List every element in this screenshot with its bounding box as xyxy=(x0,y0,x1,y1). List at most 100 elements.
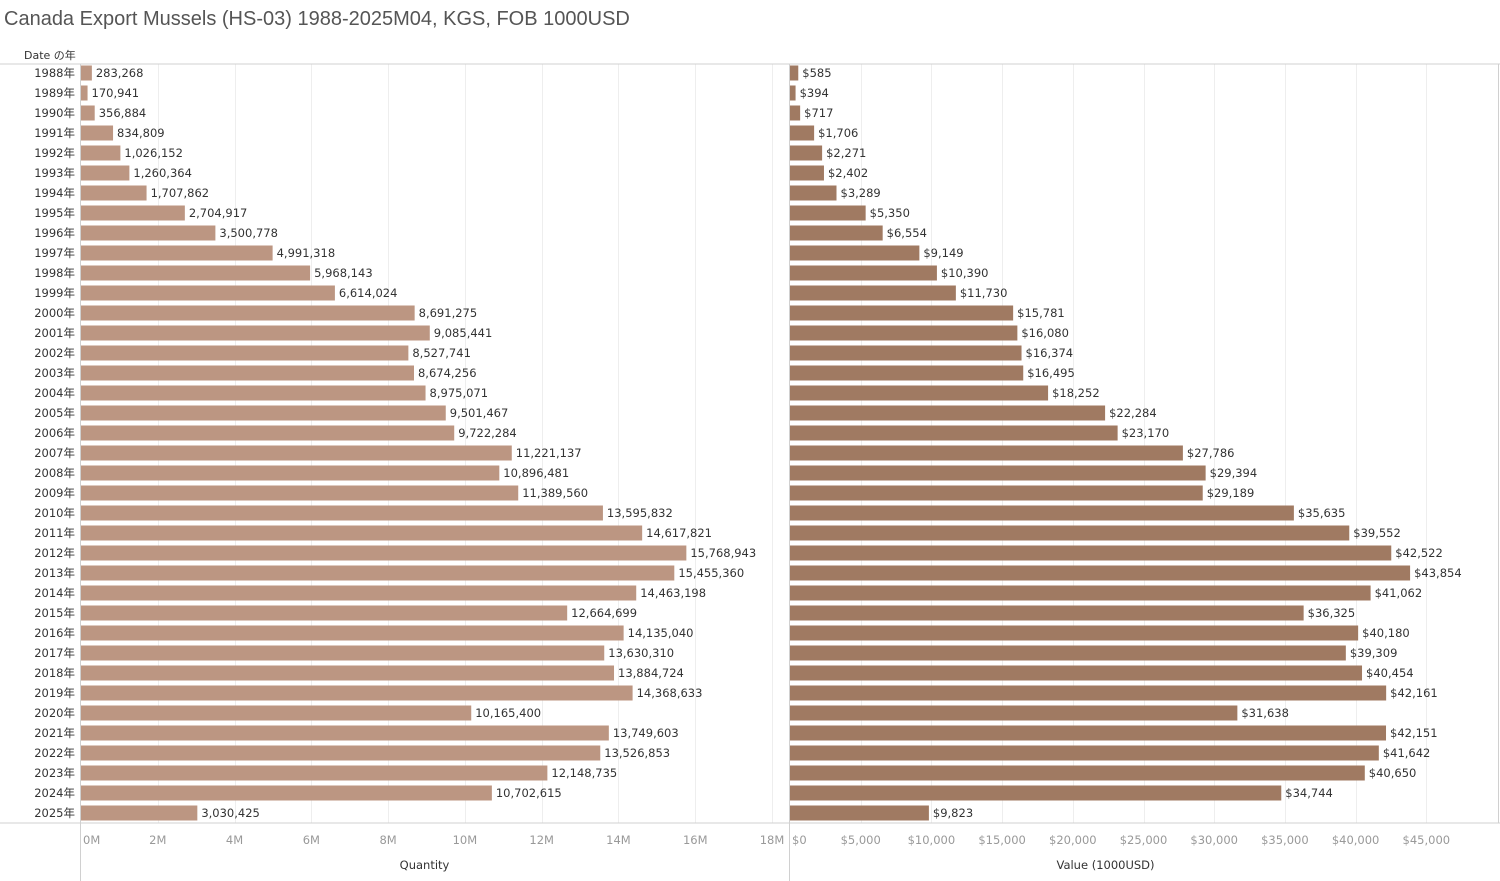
row-label-1994年: 1994年 xyxy=(34,186,75,200)
value-data-label-1999年: $11,730 xyxy=(960,286,1008,300)
quantity-data-label-2024年: 10,702,615 xyxy=(496,786,562,800)
value-data-label-2009年: $29,189 xyxy=(1207,486,1255,500)
row-header: Date の年 xyxy=(24,49,76,62)
quantity-data-label-2010年: 13,595,832 xyxy=(607,506,673,520)
quantity-data-label-2011年: 14,617,821 xyxy=(646,526,712,540)
value-data-label-1995年: $5,350 xyxy=(870,206,910,220)
row-label-2014年: 2014年 xyxy=(34,586,75,600)
value-bar-2008年 xyxy=(790,465,1206,481)
row-label-1988年: 1988年 xyxy=(34,66,75,80)
quantity-bar-2024年 xyxy=(81,785,492,801)
value-bar-2012年 xyxy=(790,545,1392,561)
quantity-data-label-1990年: 356,884 xyxy=(99,106,147,120)
row-label-2010年: 2010年 xyxy=(34,506,75,520)
quantity-bar-2012年 xyxy=(81,545,687,561)
row-label-1991年: 1991年 xyxy=(34,126,75,140)
quantity-bar-2005年 xyxy=(81,405,446,421)
quantity-data-label-1997年: 4,991,318 xyxy=(277,246,336,260)
quantity-bar-2023年 xyxy=(81,765,548,781)
quantity-data-label-2023年: 12,148,735 xyxy=(551,766,617,780)
value-data-label-2014年: $41,062 xyxy=(1375,586,1423,600)
row-label-2022年: 2022年 xyxy=(34,746,75,760)
value-data-label-2003年: $16,495 xyxy=(1027,366,1075,380)
bar-layer xyxy=(81,65,1411,821)
value-data-label-2013年: $43,854 xyxy=(1414,566,1462,580)
row-label-2000年: 2000年 xyxy=(34,306,75,320)
quantity-data-label-1994年: 1,707,862 xyxy=(151,186,210,200)
value-tick-label: $20,000 xyxy=(1049,833,1097,847)
value-tick-label: $45,000 xyxy=(1403,833,1451,847)
quantity-data-label-2004年: 8,975,071 xyxy=(430,386,489,400)
chart-title: Canada Export Mussels (HS-03) 1988-2025M… xyxy=(4,8,630,30)
value-bar-2003年 xyxy=(790,365,1024,381)
quantity-data-label-2015年: 12,664,699 xyxy=(571,606,637,620)
value-data-label-2010年: $35,635 xyxy=(1298,506,1346,520)
row-label-2023年: 2023年 xyxy=(34,766,75,780)
value-bar-1990年 xyxy=(790,105,801,121)
quantity-data-label-2012年: 15,768,943 xyxy=(690,546,756,560)
quantity-bar-2021年 xyxy=(81,725,609,741)
quantity-tick-label: 6M xyxy=(303,833,320,847)
quantity-bar-1998年 xyxy=(81,265,311,281)
value-data-label-2025年: $9,823 xyxy=(933,806,973,820)
row-label-2021年: 2021年 xyxy=(34,726,75,740)
value-data-label-2022年: $41,642 xyxy=(1383,746,1431,760)
quantity-data-label-2013年: 15,455,360 xyxy=(678,566,744,580)
quantity-data-label-1995年: 2,704,917 xyxy=(189,206,248,220)
quantity-bar-1999年 xyxy=(81,285,335,301)
quantity-bar-2002年 xyxy=(81,345,409,361)
row-label-2017年: 2017年 xyxy=(34,646,75,660)
quantity-data-label-1992年: 1,026,152 xyxy=(124,146,183,160)
quantity-bar-2018年 xyxy=(81,665,615,681)
quantity-data-label-1989年: 170,941 xyxy=(92,86,140,100)
quantity-tick-label: 16M xyxy=(683,833,708,847)
value-bar-2002年 xyxy=(790,345,1022,361)
row-label-1998年: 1998年 xyxy=(34,266,75,280)
value-bar-1997年 xyxy=(790,245,920,261)
quantity-data-label-1996年: 3,500,778 xyxy=(219,226,278,240)
value-data-label-1990年: $717 xyxy=(804,106,833,120)
value-tick-label: $5,000 xyxy=(841,833,881,847)
value-data-label-2018年: $40,454 xyxy=(1366,666,1414,680)
quantity-tick-label: 2M xyxy=(149,833,166,847)
row-label-2007年: 2007年 xyxy=(34,446,75,460)
value-tick-label: $10,000 xyxy=(908,833,956,847)
quantity-data-label-1988年: 283,268 xyxy=(96,66,144,80)
value-bar-2009年 xyxy=(790,485,1203,501)
quantity-bar-2025年 xyxy=(81,805,198,821)
value-data-label-2019年: $42,161 xyxy=(1390,686,1438,700)
row-label-2019年: 2019年 xyxy=(34,686,75,700)
value-bar-1999年 xyxy=(790,285,956,301)
value-data-label-2006年: $23,170 xyxy=(1122,426,1170,440)
value-tick-label: $40,000 xyxy=(1332,833,1380,847)
value-bar-2016年 xyxy=(790,625,1359,641)
quantity-bar-2001年 xyxy=(81,325,430,341)
value-bar-2025年 xyxy=(790,805,929,821)
quantity-bar-2022年 xyxy=(81,745,601,761)
value-bar-1994年 xyxy=(790,185,837,201)
quantity-data-label-2003年: 8,674,256 xyxy=(418,366,477,380)
value-tick-label: $35,000 xyxy=(1261,833,1309,847)
value-data-label-2004年: $18,252 xyxy=(1052,386,1100,400)
quantity-tick-label: 12M xyxy=(529,833,554,847)
value-bar-2021年 xyxy=(790,725,1387,741)
quantity-bar-1991年 xyxy=(81,125,114,141)
row-label-1993年: 1993年 xyxy=(34,166,75,180)
quantity-tick-label: 18M xyxy=(760,833,785,847)
value-tick-label: $25,000 xyxy=(1120,833,1168,847)
row-label-2012年: 2012年 xyxy=(34,546,75,560)
row-label-2024年: 2024年 xyxy=(34,786,75,800)
value-bar-2020年 xyxy=(790,705,1238,721)
value-data-label-1997年: $9,149 xyxy=(923,246,963,260)
value-data-label-2005年: $22,284 xyxy=(1109,406,1157,420)
quantity-bar-1994年 xyxy=(81,185,147,201)
quantity-data-label-2008年: 10,896,481 xyxy=(503,466,569,480)
quantity-data-label-2018年: 13,884,724 xyxy=(618,666,684,680)
quantity-bar-2020年 xyxy=(81,705,472,721)
row-label-2020年: 2020年 xyxy=(34,706,75,720)
value-data-label-2021年: $42,151 xyxy=(1390,726,1438,740)
row-label-1996年: 1996年 xyxy=(34,226,75,240)
value-bar-2013年 xyxy=(790,565,1411,581)
value-bar-2011年 xyxy=(790,525,1350,541)
quantity-data-label-2022年: 13,526,853 xyxy=(604,746,670,760)
